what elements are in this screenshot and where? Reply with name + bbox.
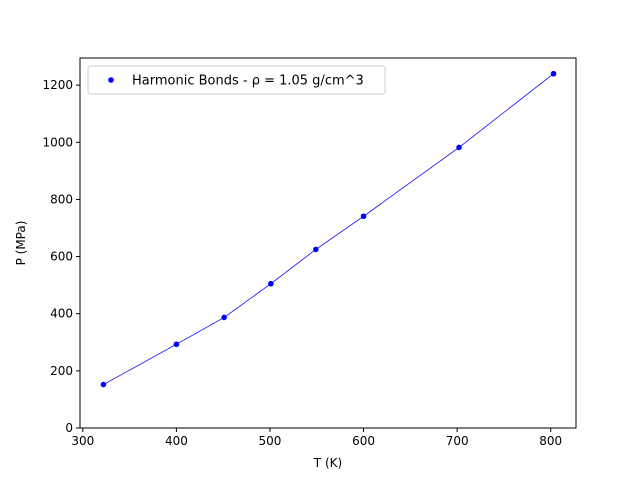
data-point	[550, 70, 557, 77]
series-layer	[100, 70, 557, 388]
plot-frame	[79, 57, 577, 429]
ticks-layer: 300 400 500 600 700 800 0 200 400 600 800 1000 1200	[42, 78, 562, 448]
x-tick-label: 300	[71, 434, 94, 448]
y-tick-label: 800	[50, 192, 73, 206]
y-tick-label: 600	[50, 250, 73, 264]
y-tick-label: 400	[50, 307, 73, 321]
data-point	[313, 246, 319, 253]
series-line	[103, 73, 554, 385]
data-point	[360, 213, 367, 220]
data-point	[268, 280, 274, 287]
x-tick-label: 400	[165, 434, 188, 448]
y-tick-label: 1000	[42, 135, 73, 149]
data-point	[221, 314, 227, 321]
x-axis-label: T (K)	[313, 456, 342, 470]
legend: Harmonic Bonds - ρ = 1.05 g/cm^3	[87, 65, 386, 95]
x-tick-label: 800	[539, 434, 562, 448]
y-axis-label: P (MPa)	[14, 221, 28, 266]
x-tick-label: 600	[352, 434, 375, 448]
legend-label: Harmonic Bonds - ρ = 1.05 g/cm^3	[132, 74, 364, 89]
y-tick-label: 0	[65, 421, 73, 435]
x-tick-label: 500	[259, 434, 282, 448]
y-tick-label: 1200	[42, 78, 73, 92]
y-tick-label: 200	[50, 364, 73, 378]
legend-marker	[108, 77, 114, 83]
data-point	[456, 144, 462, 151]
data-point	[173, 341, 180, 348]
legend-box	[87, 65, 386, 95]
x-tick-label: 700	[446, 434, 469, 448]
data-point	[100, 381, 107, 388]
